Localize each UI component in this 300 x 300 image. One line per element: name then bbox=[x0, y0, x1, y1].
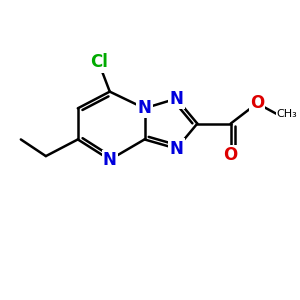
Text: N: N bbox=[169, 90, 183, 108]
Text: O: O bbox=[250, 94, 264, 112]
Text: N: N bbox=[138, 99, 152, 117]
Text: Cl: Cl bbox=[90, 53, 108, 71]
Text: N: N bbox=[169, 140, 183, 158]
Text: CH₃: CH₃ bbox=[277, 109, 297, 119]
Text: O: O bbox=[224, 146, 238, 164]
Text: N: N bbox=[103, 151, 117, 169]
